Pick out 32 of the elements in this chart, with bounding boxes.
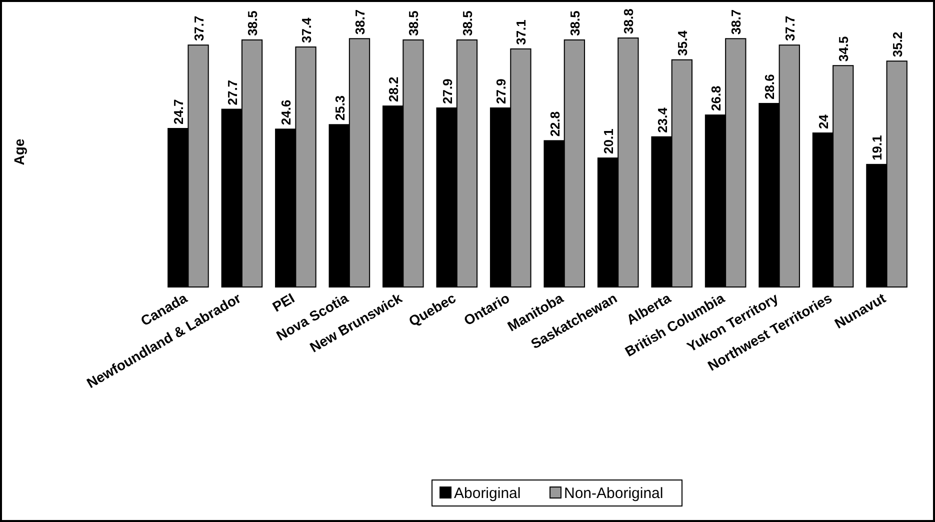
data-label: 25.3 — [332, 95, 348, 121]
data-label: 34.5 — [836, 36, 852, 62]
data-label: 37.4 — [298, 16, 314, 43]
data-label: 28.2 — [386, 76, 402, 102]
data-label: 28.6 — [762, 74, 778, 100]
data-label: 35.4 — [674, 30, 690, 56]
data-label: 38.5 — [460, 10, 475, 36]
legend-label: Aboriginal — [454, 485, 521, 502]
data-label: 24.6 — [278, 100, 294, 126]
data-label: 24.7 — [171, 99, 186, 124]
data-label: 19.1 — [870, 135, 885, 160]
data-label: 27.9 — [494, 78, 509, 104]
data-label: 24 — [816, 114, 831, 129]
data-label: 27.9 — [440, 78, 455, 104]
data-label: 27.7 — [224, 80, 240, 106]
x-tick-label: PEI — [270, 290, 298, 315]
data-label: 26.8 — [708, 86, 724, 112]
data-label: 38.5 — [406, 10, 422, 36]
legend-label: Non-Aboriginal — [564, 485, 664, 502]
data-label: 23.4 — [654, 106, 670, 133]
data-label: 38.5 — [567, 10, 582, 36]
data-label: 38.8 — [621, 8, 636, 34]
data-label: 35.2 — [890, 32, 905, 58]
data-label: 38.7 — [728, 9, 744, 35]
data-label: 38.5 — [245, 10, 260, 36]
data-label: 37.7 — [191, 16, 206, 42]
data-label: 38.7 — [352, 9, 368, 35]
data-label: 20.1 — [601, 128, 616, 154]
data-label: 22.8 — [547, 111, 562, 137]
data-label: 37.7 — [782, 16, 798, 42]
data-label: 37.1 — [514, 20, 529, 45]
y-axis-title: Age — [11, 138, 27, 166]
